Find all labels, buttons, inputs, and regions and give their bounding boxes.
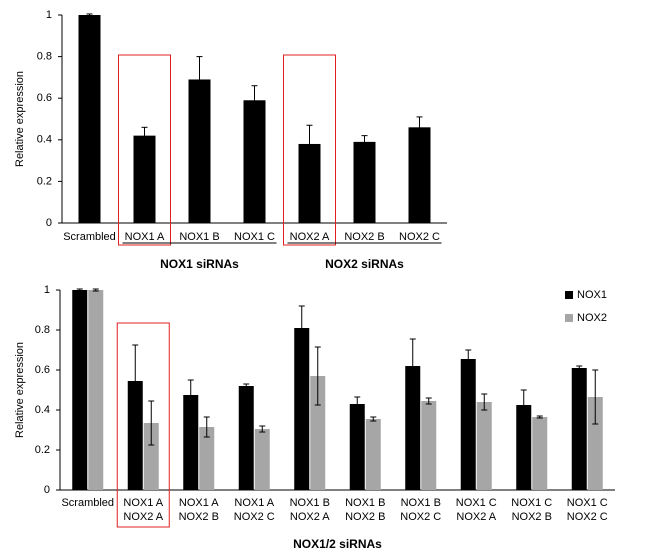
- x-tick-label: NOX1 A: [123, 497, 163, 509]
- y-tick-label: 0: [46, 217, 52, 229]
- y-axis-label: Relative expression: [14, 71, 26, 167]
- bar: [476, 402, 492, 490]
- x-tick-label: NOX2 C: [400, 511, 441, 523]
- y-tick-label: 0.2: [37, 175, 52, 187]
- bar: [460, 359, 476, 490]
- highlight-box: [283, 54, 336, 246]
- bar: [365, 419, 381, 490]
- bar: [183, 395, 199, 490]
- x-tick-label: Scrambled: [63, 231, 116, 243]
- highlight-box: [116, 322, 170, 528]
- x-tick-label: NOX2 A: [456, 511, 496, 523]
- bar: [238, 386, 254, 490]
- bar: [571, 368, 587, 490]
- bar: [133, 135, 156, 223]
- bar: [78, 15, 101, 223]
- x-tick-label: NOX1 A: [234, 497, 274, 509]
- bar: [587, 397, 603, 490]
- y-tick-label: 0.4: [37, 134, 52, 146]
- x-tick-label: NOX1 C: [234, 231, 275, 243]
- y-tick-label: 0.4: [35, 404, 50, 416]
- bar: [421, 401, 437, 490]
- y-tick-label: 0.6: [37, 92, 52, 104]
- x-tick-label: NOX2 B: [344, 231, 384, 243]
- x-tick-label: Scrambled: [61, 497, 114, 509]
- bar: [254, 429, 270, 490]
- y-tick-label: 0.8: [35, 324, 50, 336]
- x-tick-label: NOX1 A: [179, 497, 219, 509]
- x-tick-label: NOX2 A: [290, 231, 330, 243]
- legend-label: NOX1: [577, 289, 607, 301]
- group-label: NOX1 siRNAs: [160, 257, 239, 271]
- legend-swatch: [565, 314, 573, 322]
- y-axis-label: Relative expression: [14, 342, 26, 438]
- x-tick-label: NOX1 C: [567, 497, 608, 509]
- legend-label: NOX2: [577, 312, 607, 324]
- bar: [294, 328, 310, 490]
- bar: [199, 427, 215, 490]
- x-tick-label: NOX2 C: [234, 511, 275, 523]
- bar: [353, 141, 376, 223]
- x-tick-label: NOX2 A: [290, 511, 330, 523]
- y-tick-label: 0.2: [35, 444, 50, 456]
- bar: [516, 405, 532, 490]
- x-tick-label: NOX1 B: [345, 497, 385, 509]
- x-tick-label: NOX1 C: [511, 497, 552, 509]
- bar: [405, 366, 421, 490]
- x-tick-label: NOX2 B: [179, 511, 219, 523]
- highlight-box: [118, 54, 171, 246]
- bar: [408, 127, 431, 223]
- bar: [127, 381, 143, 490]
- x-tick-label: NOX1 A: [125, 231, 165, 243]
- x-tick-label: NOX1 B: [179, 231, 219, 243]
- bar: [310, 376, 326, 490]
- bar: [188, 79, 211, 223]
- x-tick-label: NOX2 C: [567, 511, 608, 523]
- y-tick-label: 0.8: [37, 51, 52, 63]
- legend-swatch: [565, 291, 573, 299]
- bar: [243, 100, 266, 223]
- bar: [143, 423, 159, 490]
- y-tick-label: 0.6: [35, 364, 50, 376]
- y-tick-label: 0: [44, 484, 50, 496]
- x-tick-label: NOX1 B: [290, 497, 330, 509]
- x-tick-label: NOX2 B: [512, 511, 552, 523]
- x-axis-label: NOX1/2 siRNAs: [293, 537, 382, 551]
- x-tick-label: NOX2 C: [399, 231, 440, 243]
- bar: [349, 404, 365, 490]
- bar: [298, 143, 321, 223]
- bar: [532, 417, 548, 490]
- bar: [72, 290, 88, 490]
- x-tick-label: NOX2 B: [345, 511, 385, 523]
- y-tick-label: 1: [46, 9, 52, 21]
- x-tick-label: NOX2 A: [123, 511, 163, 523]
- x-tick-label: NOX1 B: [401, 497, 441, 509]
- bar: [88, 290, 104, 490]
- group-label: NOX2 siRNAs: [325, 257, 404, 271]
- y-tick-label: 1: [44, 284, 50, 296]
- x-tick-label: NOX1 C: [456, 497, 497, 509]
